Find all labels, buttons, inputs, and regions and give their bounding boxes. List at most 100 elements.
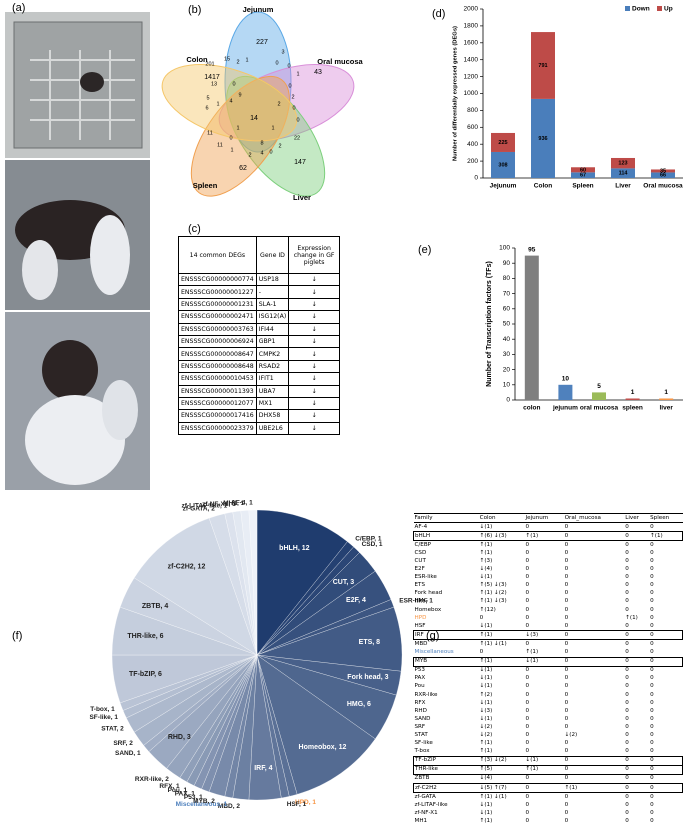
slice-label: C/EBP, 1 — [355, 535, 382, 542]
cell: 0 — [525, 775, 530, 782]
slice-label: IRF, 4 — [254, 765, 272, 772]
table-row: bHLH ↑(6) ↓(3) ↑(1) 0 0 ↑(1) — [412, 531, 684, 542]
cell: ↑(3) — [479, 558, 493, 565]
pie-slice — [248, 509, 258, 656]
cell: 0 — [525, 675, 530, 682]
slice-label: E2F, 4 — [346, 597, 366, 604]
y-tick-label: 80 — [503, 275, 511, 282]
value-label: 308 — [498, 162, 507, 168]
venn-count: 1 — [245, 57, 248, 63]
cell: CMPK2 — [255, 347, 290, 361]
cell: 0 — [625, 817, 629, 824]
table-row: P53 ↓(1) 0 0 0 0 — [414, 666, 683, 675]
table-row: SAND ↓(1) 0 0 0 0 — [414, 715, 683, 723]
slice-label: Pou, 1 — [168, 787, 188, 794]
cell: 0 — [650, 667, 654, 674]
y-tick-label: 0 — [506, 397, 510, 404]
table-row: RXR-like ↑(2) 0 0 0 0 — [414, 691, 683, 699]
y-tick-label: 1000 — [464, 90, 479, 97]
value-label: 95 — [528, 246, 536, 253]
y-tick-label: 2000 — [464, 6, 479, 13]
table-row: ZBTB ↓(4) 0 0 0 0 — [414, 774, 683, 783]
value-label: 66 — [660, 173, 666, 179]
legend-label: Down — [632, 6, 650, 13]
cell: 0 — [564, 622, 569, 629]
table-row: ENSSSCG00000000774 USP18 ↓ — [178, 272, 340, 287]
cell: 0 — [650, 622, 654, 629]
cell: 0 — [564, 675, 569, 682]
cell: ↑(1) ↓(3) — [479, 598, 507, 605]
cell: 0 — [525, 809, 530, 816]
slice-label: RFX, 1 — [159, 783, 180, 790]
cell: ↓(1) — [479, 574, 493, 581]
cell: 0 — [525, 614, 530, 621]
cell: ↑(5) ↓(3) — [479, 582, 507, 589]
cell: 0 — [564, 748, 569, 755]
cell: 0 — [650, 549, 654, 556]
cell: 0 — [625, 707, 629, 714]
cell: ↓ — [288, 272, 340, 287]
cell: ↓(1) — [479, 523, 493, 530]
table-row: ENSSSCG00000001227- ↓ — [178, 285, 340, 299]
cell: E2F — [414, 566, 425, 573]
table-row: HPD 0 0 0 ↑(1) 0 — [414, 614, 683, 622]
slice-label: zf-GATA, 2 — [183, 505, 216, 512]
legend-swatch — [625, 6, 630, 11]
cell: ENSSSCG00000001231 — [178, 297, 257, 312]
venn-count: 1417 — [204, 74, 220, 81]
table-row: ENSSSCG00000008647 CMPK2 ↓ — [178, 347, 340, 361]
venn-count: 15 — [224, 56, 230, 62]
table-row: Pou ↓(1) 0 0 0 0 — [414, 683, 683, 691]
venn-set-label: Liver — [293, 193, 311, 202]
cell: 0 — [625, 793, 629, 800]
y-tick-label: 50 — [503, 321, 511, 328]
cell: 0 — [625, 649, 629, 656]
cell: 0 — [650, 523, 654, 530]
cell: ENSSSCG00000010453 — [178, 372, 257, 386]
slice-label: T-box, 1 — [90, 706, 115, 713]
cell: 0 — [563, 630, 625, 641]
cell: RXR-like — [414, 691, 438, 698]
y-tick-label: 1800 — [464, 23, 479, 30]
venn-count: 2 — [277, 101, 280, 107]
cell: 0 — [650, 748, 654, 755]
cell: ↑(1) — [478, 630, 525, 641]
cell: 0 — [625, 801, 629, 808]
cell: MH1 — [414, 817, 428, 824]
cell: 0 — [564, 793, 569, 800]
cell: 0 — [564, 699, 569, 706]
table-row: zf-NF-X1 ↓(1) 0 0 0 0 — [414, 809, 683, 817]
cell: 0 — [479, 649, 484, 656]
cell: THR-like — [412, 764, 479, 775]
cell: ↓(1) — [479, 683, 493, 690]
venn-count: 0 — [275, 60, 278, 66]
table-row: STAT ↓(2) 0 ↓(2) 0 0 — [414, 731, 683, 739]
cell: RFX — [414, 699, 426, 706]
cell: 0 — [625, 731, 629, 738]
cell: SAND — [414, 715, 431, 722]
cell: 0 — [525, 622, 530, 629]
cell: 0 — [650, 683, 654, 690]
cell: 0 — [563, 531, 625, 542]
venn-count: 14 — [250, 115, 258, 122]
venn-count: 13 — [211, 81, 217, 87]
cell: 0 — [625, 574, 629, 581]
cell: 0 — [525, 558, 530, 565]
table-row: E2F ↓(4) 0 0 0 0 — [414, 566, 683, 574]
cell: 0 — [624, 782, 650, 794]
slice-label: MYB, 2 — [193, 798, 215, 805]
cell: ↑(1) — [479, 748, 493, 755]
x-tick-label: Oral mucosa — [643, 183, 683, 190]
bar-segment — [611, 168, 635, 178]
venn-count: 0 — [229, 135, 232, 141]
venn-set-label: Colon — [186, 55, 208, 64]
cell: C/EBP — [414, 541, 432, 548]
deg-table: 14 common DEGs Gene ID Expression change i… — [178, 236, 340, 436]
cell: 0 — [625, 748, 629, 755]
cell: ↓(2) — [479, 731, 493, 738]
cell: ↑(1) ↓(2) — [479, 590, 507, 597]
slice-label: ESR-like, 1 — [399, 597, 433, 604]
table-row: MH1 ↑(1) 0 0 0 0 — [414, 817, 683, 825]
cell: ↑(1) — [479, 541, 493, 548]
